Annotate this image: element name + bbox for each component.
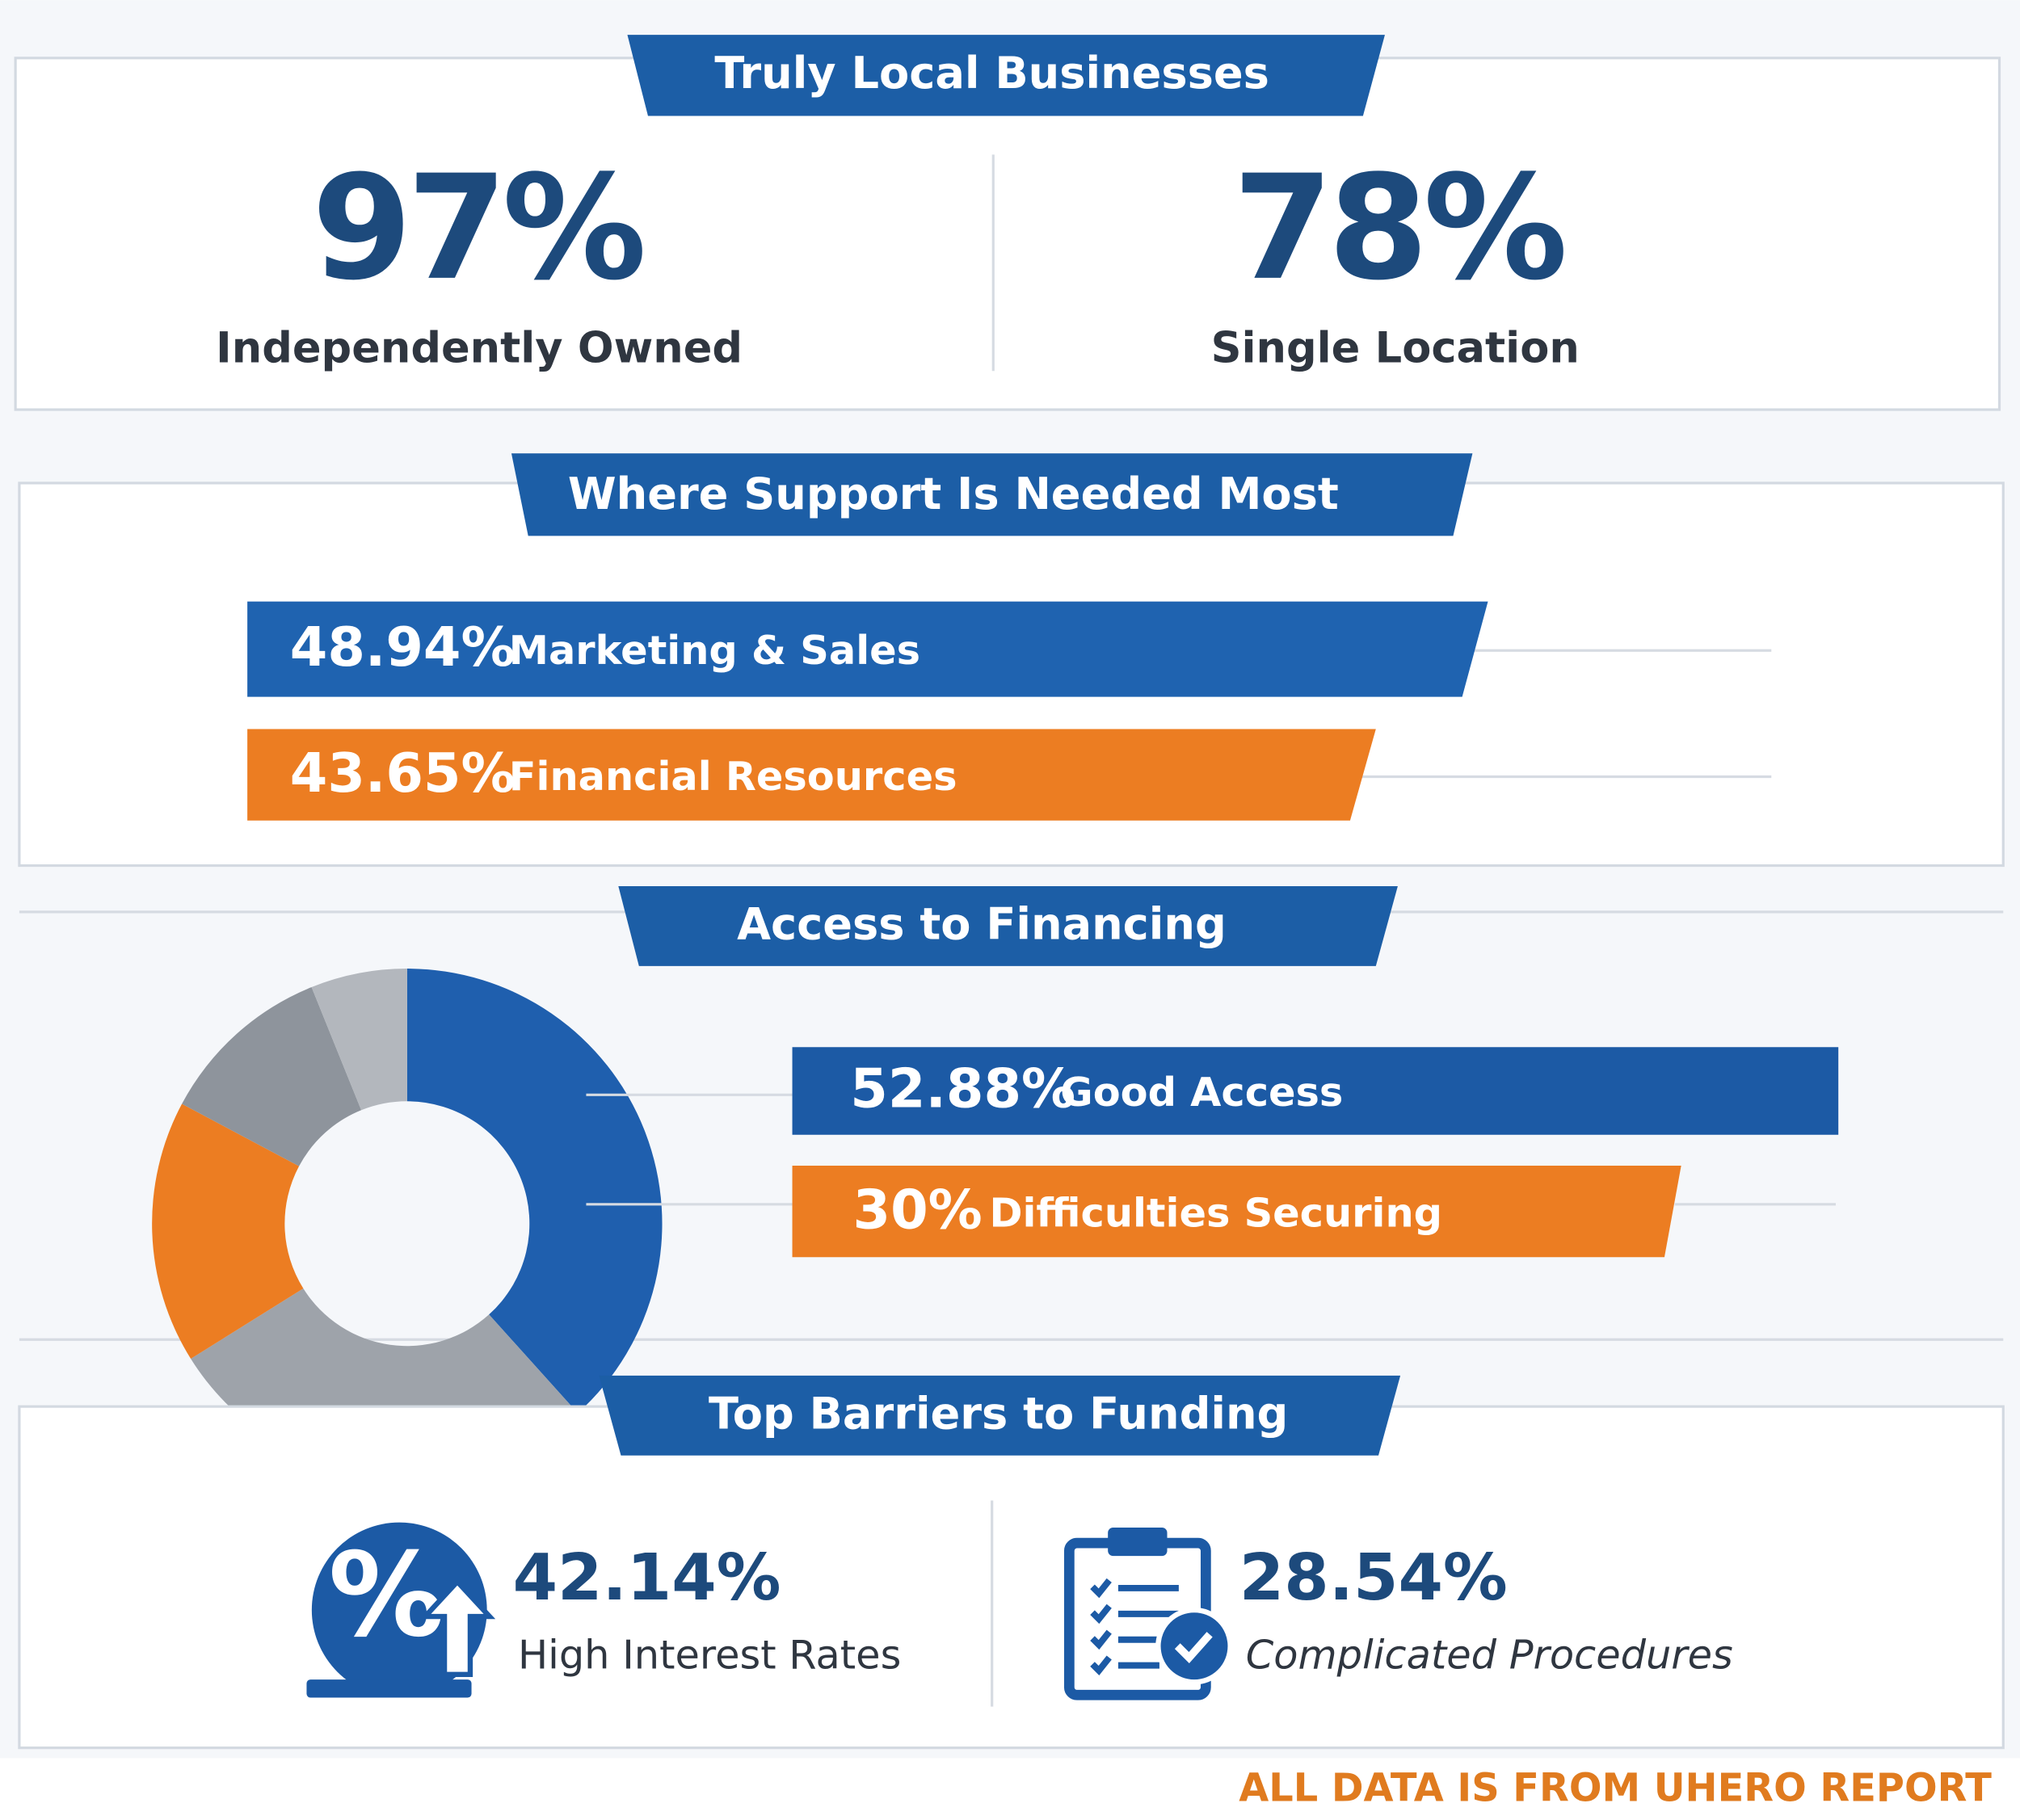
stat-label: High Interest Rates <box>518 1632 901 1679</box>
svg-text:%: % <box>328 1528 444 1662</box>
donut-segment <box>152 1103 304 1360</box>
bar-value: 48.94% <box>290 616 516 679</box>
stat-value: 78% <box>1233 145 1564 313</box>
bar-value: 43.65% <box>290 742 516 805</box>
stat-label: Independently Owned <box>216 323 743 372</box>
panel <box>14 57 2001 411</box>
stat-label: Single Location <box>1211 323 1580 372</box>
stat-value: 28.54% <box>1239 1540 1508 1615</box>
donut-segment <box>311 969 407 1111</box>
bar-value: 52.88% <box>850 1057 1075 1120</box>
donut-segment <box>406 969 663 1414</box>
bar <box>247 601 1488 697</box>
bar <box>247 729 1376 821</box>
stat-label: Complicated Procedures <box>1246 1632 1733 1679</box>
interest-icon: % <box>306 1522 496 1698</box>
bar <box>792 1047 1839 1135</box>
bar-label: Difficulties Securing <box>989 1190 1442 1237</box>
stat-value: 42.14% <box>513 1540 781 1615</box>
bar <box>792 1165 1681 1258</box>
bar-value: 30% <box>852 1179 982 1242</box>
banner <box>511 453 1473 536</box>
bar-label: Marketing & Sales <box>509 627 920 674</box>
banner <box>599 1375 1401 1456</box>
section-title: Access to Financing <box>737 899 1227 950</box>
section-title: Truly Local Businesses <box>714 48 1269 99</box>
section-title: Where Support Is Needed Most <box>568 469 1339 519</box>
donut <box>152 969 663 1479</box>
footer: ALL DATA IS FROM UHERO REPORT <box>1239 1766 1992 1810</box>
bar-label: Good Access <box>1060 1069 1343 1116</box>
stat-value: 97% <box>312 145 643 313</box>
banner <box>627 35 1385 116</box>
banner <box>618 886 1398 966</box>
clipboard-icon <box>1063 1528 1233 1700</box>
donut-segment <box>182 987 362 1166</box>
bar-label: Financial Resources <box>509 753 957 800</box>
section-title: Top Barriers to Funding <box>709 1389 1288 1440</box>
